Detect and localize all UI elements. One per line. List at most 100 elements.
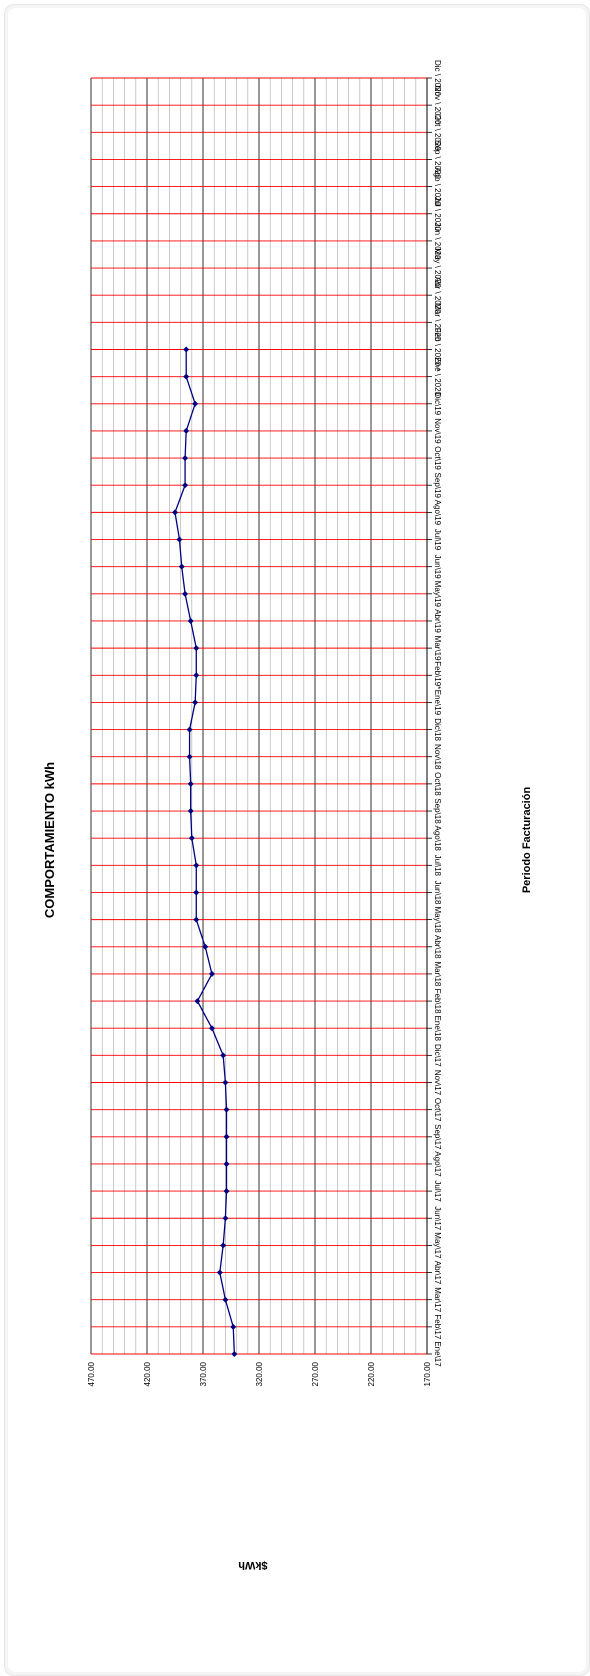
category-tick-label: Jun\18 [433, 880, 442, 905]
value-axis-ticks: 470.00 420.00 370.00 320.00 270.00 220.00 170.… [87, 1361, 432, 1386]
category-tick-label: Feb \ 2020 * [433, 328, 442, 372]
category-tick-label: Oct\17 [433, 1098, 442, 1122]
category-tick-label: Dic\18 [433, 718, 442, 741]
data-point-marker [187, 780, 194, 787]
data-point-marker [176, 536, 183, 543]
series-line [174, 349, 236, 1355]
value-tick-label: 370.00 [199, 1361, 208, 1386]
major-gridlines [90, 78, 372, 1354]
data-point-marker [183, 373, 190, 380]
data-point-marker [194, 998, 201, 1005]
data-point-marker [182, 590, 189, 597]
data-point-marker [193, 672, 200, 679]
data-point-marker [182, 482, 189, 489]
data-point-marker [193, 889, 200, 896]
minor-gridlines [101, 78, 417, 1354]
category-tick-label: Sep\17 [433, 1124, 442, 1150]
category-tick-label: Abr\19 [433, 609, 442, 633]
chart-title: COMPORTAMIENTO kWh [42, 762, 57, 918]
category-tick-label: Sep\19 [433, 473, 442, 499]
data-point-marker [187, 808, 194, 815]
category-tick-label: Oct\19 [433, 446, 442, 470]
category-tick-label: Ene\18 [433, 1016, 442, 1042]
data-point-marker [192, 699, 199, 706]
data-point-marker [223, 1133, 230, 1140]
category-tick-label: Feb\19* [433, 661, 442, 689]
category-tick-label: Ene\17 [433, 1341, 442, 1367]
value-tick-label: 170.00 [423, 1361, 432, 1386]
category-tick-label: Ene\19 [433, 690, 442, 716]
category-tick-label: Oct \ 2020 [433, 114, 442, 151]
category-tick-label: Nov \ 2020 [433, 86, 442, 125]
category-tick-label: Abr\17 [433, 1261, 442, 1285]
category-tick-label: Nov\18 [433, 744, 442, 770]
category-tick-label: Feb\18 [433, 989, 442, 1014]
category-tick-label: Abr \ 2020 [433, 277, 442, 314]
data-point-marker [222, 1079, 229, 1086]
category-tick-label: Dic \ 2020 [433, 60, 442, 97]
chart-card: 470.00 420.00 370.00 320.00 270.00 220.00 170.… [8, 8, 586, 1672]
data-point-marker [182, 455, 189, 462]
data-point-marker [183, 346, 190, 353]
category-tick-label: Nov\19 [433, 418, 442, 444]
y-axis-title: $kWh [238, 1559, 268, 1571]
data-point-marker [222, 1296, 229, 1303]
page-background: 470.00 420.00 370.00 320.00 270.00 220.00 170.… [4, 4, 590, 1676]
data-point-marker [187, 617, 194, 624]
category-tick-label: Ago\18 [433, 825, 442, 851]
category-tick-label: Jul \ 2020 [433, 196, 442, 231]
data-point-marker [192, 400, 199, 407]
data-point-marker [223, 1160, 230, 1167]
data-point-marker [178, 563, 185, 570]
value-tick-label: 270.00 [311, 1361, 320, 1386]
category-tick-label: Sep\18 [433, 798, 442, 824]
value-tick-label: 470.00 [87, 1361, 96, 1386]
data-point-marker [220, 1242, 227, 1249]
category-tick-label: Jul\18 [433, 855, 442, 877]
data-point-marker [216, 1269, 223, 1276]
category-tick-label: Nov\17 [433, 1070, 442, 1096]
data-point-marker [183, 427, 190, 434]
data-point-marker [193, 862, 200, 869]
category-tick-label: Jul\19 [433, 529, 442, 551]
category-tick-label: May\19 [433, 581, 442, 608]
category-tick-label: Jun\17 [433, 1206, 442, 1231]
category-tick-label: Jun \ 2020 [433, 222, 442, 260]
category-tick-label: Mar\17 [433, 1287, 442, 1312]
category-tick-label: Mar\19 [433, 636, 442, 661]
category-tick-label: Mar \ 2020 [433, 303, 442, 342]
category-tick-label: Jul\17 [433, 1180, 442, 1202]
data-point-marker [220, 1052, 227, 1059]
category-tick-label: May\18 [433, 906, 442, 933]
data-point-marker [223, 1188, 230, 1195]
category-gridlines [91, 77, 432, 1355]
category-tick-label: Ago\19 [433, 500, 442, 526]
category-tick-label: May \ 2020 [433, 248, 442, 288]
data-point-marker [193, 916, 200, 923]
value-tick-label: 420.00 [143, 1361, 152, 1386]
data-point-marker [193, 645, 200, 652]
data-point-marker [186, 726, 193, 733]
category-tick-label: Ene \ 2020 [433, 357, 442, 396]
data-point-marker [231, 1351, 238, 1357]
category-tick-label: Jun\19 [433, 555, 442, 580]
category-tick-label: Mar\18 [433, 961, 442, 986]
data-point-marker [208, 970, 215, 977]
data-point-marker [223, 1106, 230, 1113]
category-tick-label: May\17 [433, 1232, 442, 1259]
data-point-marker [172, 509, 178, 516]
data-point-marker [202, 943, 209, 950]
category-tick-label: Ago\17 [433, 1151, 442, 1177]
data-point-marker [188, 835, 195, 842]
series-layer [172, 346, 238, 1357]
x-axis-title: Periodo Facturación [521, 787, 533, 894]
category-tick-label: Oct\18 [433, 772, 442, 796]
value-tick-label: 220.00 [367, 1361, 376, 1386]
line-chart: 470.00 420.00 370.00 320.00 270.00 220.00 170.… [42, 60, 533, 1571]
category-tick-label: Abr\18 [433, 935, 442, 959]
category-tick-label: Sep \ 2020 [433, 140, 442, 179]
category-tick-label: Dic\19 [433, 392, 442, 415]
data-point-marker [208, 1025, 215, 1032]
value-tick-label: 320.00 [255, 1361, 264, 1386]
